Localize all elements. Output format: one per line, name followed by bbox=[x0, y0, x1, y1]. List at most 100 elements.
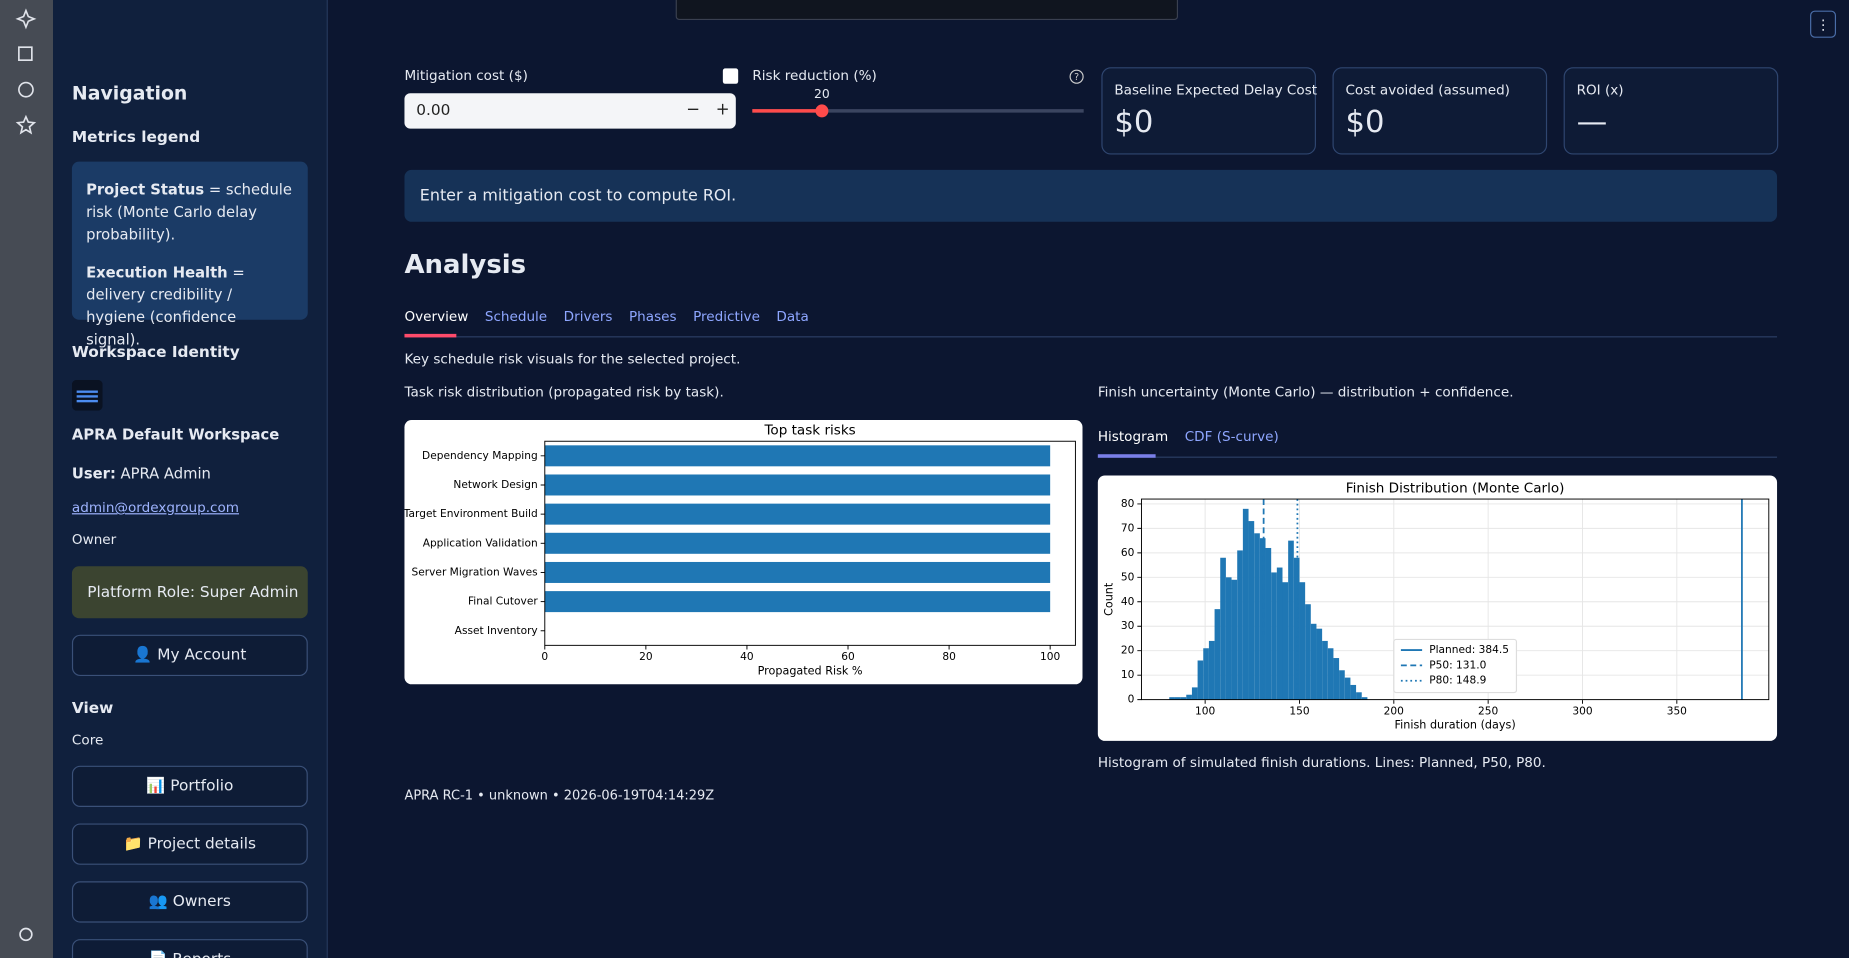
footer: APRA RC-1 • unknown • 2026-06-19T04:14:2… bbox=[404, 787, 715, 803]
workspace-title: Workspace Identity bbox=[71, 343, 240, 362]
x-tick-label: 20 bbox=[639, 650, 653, 663]
histogram-bar bbox=[1248, 521, 1255, 700]
x-tick-label: 80 bbox=[942, 650, 956, 663]
histogram-bar bbox=[1225, 577, 1232, 700]
histogram-bar bbox=[1288, 540, 1294, 700]
histogram-bar bbox=[1242, 508, 1249, 700]
decrement[interactable]: − bbox=[686, 100, 701, 120]
tab[interactable]: Overview bbox=[404, 307, 469, 325]
histogram-bar bbox=[1265, 547, 1272, 700]
view-mode: Core bbox=[71, 731, 104, 748]
y-tick-label: Server Migration Waves bbox=[412, 565, 539, 578]
bar bbox=[544, 561, 1051, 583]
legend-label: P50: 131.0 bbox=[1429, 658, 1486, 671]
right-caption: Finish uncertainty (Monte Carlo) — distr… bbox=[1097, 383, 1514, 400]
tab[interactable]: Data bbox=[776, 307, 809, 325]
y-tick-label: Network Design bbox=[453, 478, 537, 491]
histogram-bar bbox=[1276, 567, 1283, 700]
increment[interactable]: + bbox=[715, 100, 730, 120]
risk-label: Risk reduction (%) bbox=[752, 67, 877, 84]
histogram-bar bbox=[1344, 677, 1351, 700]
y-tick-label: 60 bbox=[1121, 546, 1135, 559]
tab-indicator bbox=[404, 333, 457, 338]
histogram-bar bbox=[1191, 687, 1198, 700]
chart-tab-indicator bbox=[1097, 454, 1156, 458]
platform-role: Platform Role: Super Admin bbox=[71, 566, 308, 619]
y-tick-label: Dependency Mapping bbox=[422, 449, 538, 462]
bar bbox=[544, 532, 1051, 554]
icon-star[interactable] bbox=[15, 114, 37, 135]
info-text: Enter a mitigation cost to compute ROI. bbox=[419, 186, 737, 206]
histogram-bar bbox=[1333, 658, 1340, 700]
y-tick-label: 0 bbox=[1128, 693, 1135, 706]
y-tick-label: Asset Inventory bbox=[455, 624, 538, 637]
histogram-bar bbox=[1197, 660, 1204, 700]
histogram-bar bbox=[1203, 648, 1209, 700]
legend-label: P80: 148.9 bbox=[1429, 674, 1486, 687]
cost-input[interactable]: 0.00 − + bbox=[404, 93, 736, 129]
metric-value: $0 bbox=[1114, 105, 1154, 141]
x-axis-label: Finish duration (days) bbox=[1395, 719, 1516, 732]
chart-title: Top task risks bbox=[763, 423, 855, 439]
top-box bbox=[675, 0, 1179, 21]
histogram-bar bbox=[1356, 692, 1362, 700]
slider[interactable] bbox=[750, 103, 1087, 120]
menu-button[interactable]: ⋮ bbox=[1810, 10, 1837, 38]
metric-label: Baseline Expected Delay Cost bbox=[1114, 81, 1318, 98]
y-tick-label: 80 bbox=[1121, 497, 1135, 510]
chart-tab-rule bbox=[1097, 456, 1778, 458]
histogram-bar bbox=[1237, 550, 1243, 700]
user-email[interactable]: admin@ordexgroup.com bbox=[71, 499, 240, 516]
user-name: APRA Admin bbox=[120, 464, 211, 482]
description: Key schedule risk visuals for the select… bbox=[404, 350, 741, 367]
icon-history[interactable] bbox=[18, 81, 34, 98]
view-title: View bbox=[71, 700, 114, 718]
slider-value: 20 bbox=[814, 87, 830, 102]
tab[interactable]: Schedule bbox=[484, 307, 548, 325]
x-tick-label: 40 bbox=[740, 650, 754, 663]
tab[interactable]: Drivers bbox=[563, 307, 613, 325]
chart-tab[interactable]: CDF (S-curve) bbox=[1184, 428, 1279, 445]
x-tick-label: 250 bbox=[1478, 704, 1498, 717]
histogram-bar bbox=[1254, 533, 1260, 700]
view-button[interactable]: 📄 Reports bbox=[71, 939, 308, 958]
y-tick-label: Application Validation bbox=[423, 536, 538, 549]
view-button[interactable]: 📊 Portfolio bbox=[71, 765, 308, 807]
chart-tab[interactable]: Histogram bbox=[1097, 428, 1169, 445]
x-tick-label: 100 bbox=[1040, 650, 1060, 663]
metric-card: ROI (x) — bbox=[1563, 67, 1779, 155]
histogram-bar bbox=[1310, 623, 1317, 700]
x-tick-label: 350 bbox=[1667, 704, 1687, 717]
histogram-bar bbox=[1186, 694, 1192, 700]
account-button[interactable]: 👤 My Account bbox=[71, 634, 308, 677]
histogram-bar bbox=[1305, 604, 1311, 700]
y-tick-label: Final Cutover bbox=[468, 595, 538, 608]
view-button[interactable]: 📁 Project details bbox=[71, 823, 308, 865]
histogram-caption: Histogram of simulated finish durations.… bbox=[1097, 753, 1546, 771]
legend-box: Project Status = schedule risk (Monte Ca… bbox=[71, 161, 308, 348]
icon-sparkle[interactable] bbox=[15, 8, 37, 30]
tab[interactable]: Phases bbox=[628, 307, 677, 325]
histogram-bar bbox=[1361, 697, 1368, 700]
tabs: Overview Schedule Drivers Phases Predictive D… bbox=[404, 308, 808, 325]
help-icon[interactable]: ? bbox=[1068, 68, 1085, 85]
view-button[interactable]: 👥 Owners bbox=[71, 881, 308, 923]
legend-text: = delivery credibility / hygiene (confid… bbox=[86, 263, 245, 349]
platform-role-text: Platform Role: Super Admin bbox=[87, 583, 299, 602]
checkbox[interactable] bbox=[722, 68, 739, 84]
legend-item: Execution Health = delivery credibility … bbox=[86, 261, 294, 351]
histogram-bar bbox=[1327, 648, 1334, 700]
icon-pages[interactable] bbox=[18, 46, 33, 61]
icon-settings[interactable] bbox=[19, 927, 33, 942]
x-tick-label: 100 bbox=[1195, 704, 1215, 717]
icon-rail bbox=[0, 0, 54, 958]
histogram-bar bbox=[1180, 697, 1187, 700]
x-axis-label: Propagated Risk % bbox=[758, 664, 863, 677]
tab[interactable]: Predictive bbox=[693, 307, 760, 325]
histogram-bar bbox=[1231, 579, 1238, 700]
metric-card: Cost avoided (assumed) $0 bbox=[1332, 67, 1548, 155]
histogram-bar bbox=[1220, 557, 1226, 700]
workspace-name: APRA Default Workspace bbox=[71, 425, 280, 444]
tab-rule bbox=[404, 336, 1778, 338]
